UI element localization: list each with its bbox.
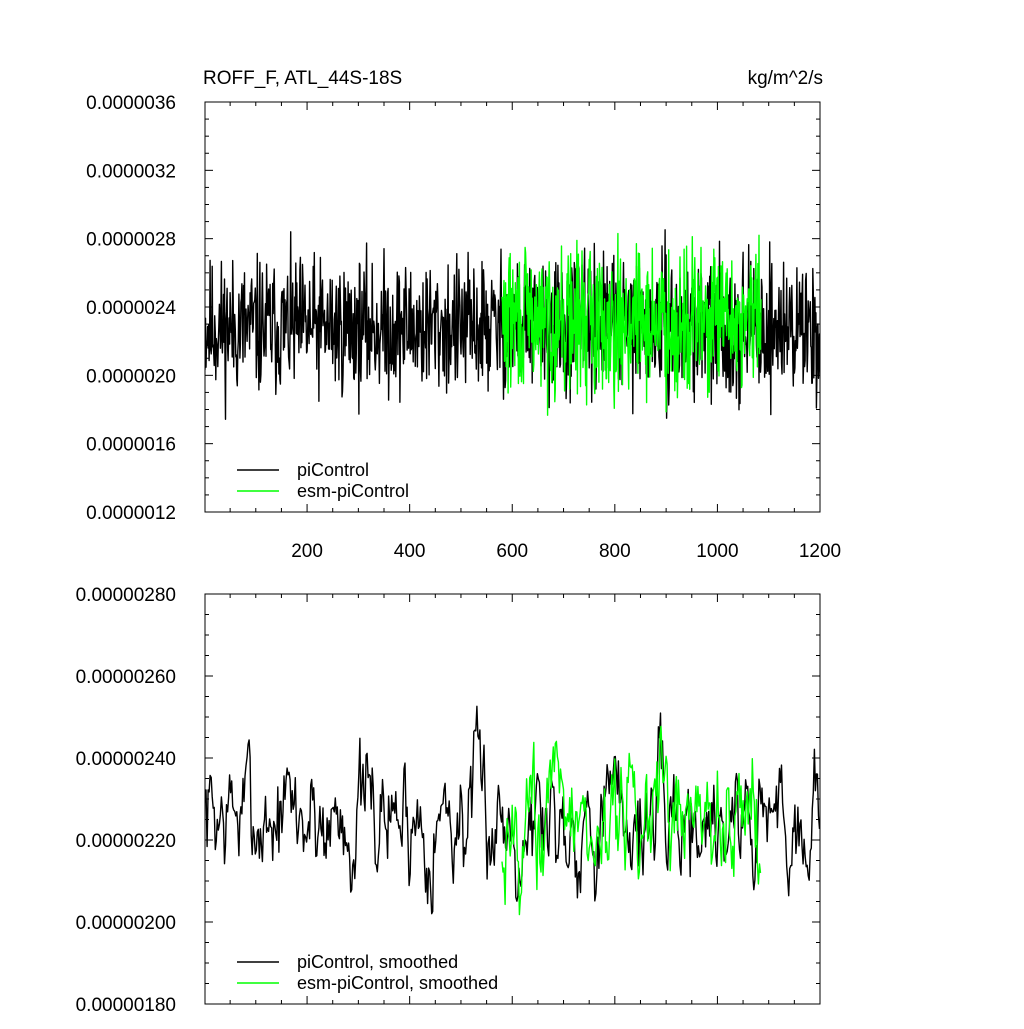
y-tick-label: 0.0000024 bbox=[86, 298, 176, 319]
chart-title: ROFF_F, ATL_44S-18S bbox=[203, 68, 402, 89]
plot-area bbox=[205, 229, 820, 420]
y-tick-label: 0.00000200 bbox=[76, 913, 176, 934]
series-line-esm-picontrol-smoothed bbox=[501, 725, 762, 916]
x-tick-label: 400 bbox=[394, 541, 426, 562]
y-tick-label: 0.00000180 bbox=[76, 995, 176, 1016]
y-tick-label: 0.00000260 bbox=[76, 667, 176, 688]
legend-label: esm-piControl, smoothed bbox=[297, 973, 498, 993]
x-tick-label: 1000 bbox=[696, 541, 738, 562]
y-tick-label: 0.0000032 bbox=[86, 161, 176, 182]
x-tick-label: 1200 bbox=[799, 541, 841, 562]
x-tick-label: 200 bbox=[291, 541, 323, 562]
plot-frame bbox=[204, 593, 821, 1005]
panel-top: 200 400 600 800 1000 1200 0.0000012 0.0000016 0.… bbox=[86, 68, 841, 562]
y-tick-label: 0.0000028 bbox=[86, 230, 176, 251]
y-tick-label: 0.00000220 bbox=[76, 831, 176, 852]
y-tick-label: 0.0000036 bbox=[86, 93, 176, 114]
y-tick-label: 0.0000012 bbox=[86, 503, 176, 524]
legend-label: piControl, smoothed bbox=[297, 952, 458, 972]
y-tick-label: 0.0000020 bbox=[86, 366, 176, 387]
units-label: kg/m^2/s bbox=[748, 68, 823, 89]
x-tick-label: 600 bbox=[496, 541, 528, 562]
series-line-esm-picontrol bbox=[501, 232, 762, 416]
x-tick-label: 800 bbox=[599, 541, 631, 562]
series-line-picontrol-smoothed bbox=[205, 705, 820, 915]
y-tick-label: 0.00000280 bbox=[76, 585, 176, 606]
legend-label: esm-piControl bbox=[297, 481, 409, 501]
legend-label: piControl bbox=[297, 460, 369, 480]
plot-area bbox=[205, 705, 820, 916]
panel-bottom: 0.00000180 0.00000200 0.00000220 0.00000240… bbox=[76, 585, 821, 1016]
y-tick-label: 0.0000016 bbox=[86, 435, 176, 456]
y-tick-label: 0.00000240 bbox=[76, 749, 176, 770]
